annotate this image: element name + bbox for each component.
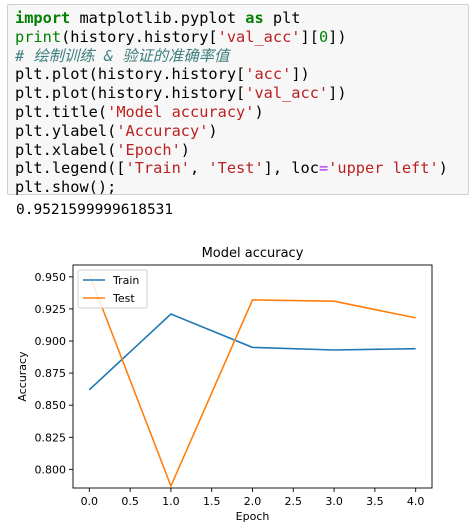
code-line: import matplotlib.pyplot as plt [15,9,448,28]
code-line: plt.legend(['Train', 'Test'], loc='upper… [15,159,448,178]
code-token: 0 [318,27,329,46]
code-token: 'Model accuracy' [107,102,255,121]
accuracy-chart: 0.800 0.825 0.850 0.875 0.900 0.925 0.950 0.0 0.… [16,246,433,523]
code-token: import [15,9,71,27]
code-token: ) [438,159,448,178]
code-cell[interactable]: import matplotlib.pyplot as plt print(his… [7,4,469,197]
code-token: ][ [300,27,319,46]
x-tick-label: 2.5 [285,495,303,508]
code-token: plt.ylabel( [15,121,117,140]
chart-legend: Train Test [77,269,148,309]
x-tick-label: 3.5 [366,495,384,508]
code-token: , [189,159,209,178]
code-line: plt.show(); [15,178,448,197]
code-token: ) [180,140,190,159]
code-line: plt.title('Model accuracy') [15,103,448,122]
code-token: as [245,9,264,27]
code-token: 'Train' [125,159,190,178]
y-tick-label: 0.950 [35,271,67,284]
x-tick-label: 3.0 [325,495,343,508]
code-token: plt.legend([ [15,159,126,178]
code-token: plt [263,9,301,27]
code-line: print(history.history['val_acc'][0]) [15,28,448,47]
code-token: ]) [291,65,310,84]
code-token: ]) [328,27,347,46]
x-tick-label: 1.5 [203,495,221,508]
code-line: plt.xlabel('Epoch') [15,141,448,160]
code-token: plt.plot(history.history[ [15,84,246,103]
x-tick-label: 1.0 [162,495,180,508]
legend-label-test: Test [112,292,135,305]
code-line: plt.ylabel('Accuracy') [15,122,448,141]
legend-label-train: Train [112,274,139,287]
code-token: matplotlib.pyplot [70,9,246,27]
code-token: 'upper left' [328,159,439,178]
y-tick-label: 0.875 [35,367,67,380]
y-axis-label: Accuracy [16,351,29,402]
code-token: 'Accuracy' [116,121,209,140]
chart-title: Model accuracy [202,246,304,261]
cell-output-text: 0.9521599999618531 [16,202,174,218]
x-tick-label: 0.5 [121,495,139,508]
code-token: 'acc' [245,65,292,84]
code-token: 'val_acc' [217,27,301,46]
code-token: ]) [328,84,347,103]
code-token: plt.xlabel( [15,140,117,159]
code-token: plt.title( [15,102,108,121]
y-tick-label: 0.825 [35,431,67,444]
code-token: (history.history[ [61,27,218,46]
code-line: plt.plot(history.history['val_acc']) [15,84,448,103]
y-tick-label: 0.800 [35,463,67,476]
code-line: # 绘制训练 & 验证的准确率值 [15,47,448,66]
code-token: ) [254,102,264,121]
y-tick-label: 0.900 [35,335,67,348]
y-tick-label: 0.850 [35,399,67,412]
code-line: plt.plot(history.history['acc']) [15,65,448,84]
x-tick-label: 2.0 [244,495,262,508]
code-token: ], loc [263,159,319,178]
y-tick-label: 0.925 [35,303,67,316]
code-token: plt.show(); [15,178,117,197]
code-token: 'val_acc' [245,84,329,103]
code-token: print [15,27,62,46]
x-tick-label: 0.0 [81,495,99,508]
code-token: # 绘制训练 & 验证的准确率值 [15,46,230,65]
x-axis-label: Epoch [236,510,270,523]
code-token: plt.plot(history.history[ [15,65,246,84]
series-line-train [88,313,416,391]
code-token: 'Test' [208,159,264,178]
x-tick-label: 4.0 [407,495,425,508]
code-token: = [318,159,329,178]
code-token: ) [208,121,218,140]
code-editor[interactable]: import matplotlib.pyplot as plt print(his… [15,9,448,197]
code-token: 'Epoch' [116,140,181,159]
series-line-test [88,273,416,489]
